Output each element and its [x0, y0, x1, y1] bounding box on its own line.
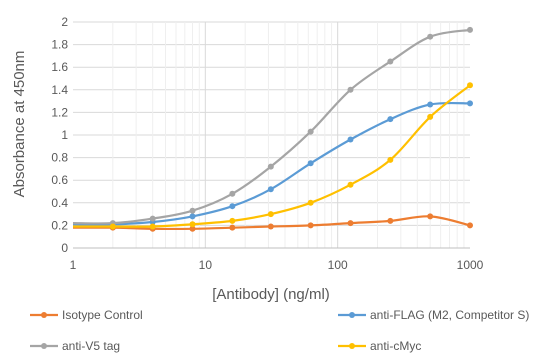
legend-item: Isotype Control — [30, 308, 143, 322]
y-tick-label: 0 — [61, 241, 68, 255]
data-point — [267, 163, 274, 170]
axes: 0 0.2 0.4 0.6 0.8 1 1.2 1.4 1.6 1.8 2 1 10 100 1000 — [51, 15, 483, 272]
y-tick-label: 0.6 — [51, 173, 68, 187]
data-point — [347, 86, 354, 93]
series-line — [73, 84, 471, 228]
data-point — [387, 217, 394, 224]
data-point — [427, 33, 434, 40]
y-tick-label: 1.8 — [51, 38, 68, 52]
data-point — [427, 101, 434, 108]
legend-marker — [41, 343, 47, 349]
data-point — [267, 223, 274, 230]
data-point — [387, 116, 394, 123]
y-axis-title: Absorbance at 450nm — [11, 51, 28, 198]
series-line — [72, 28, 471, 225]
data-point — [307, 222, 314, 229]
y-tick-label: 0.4 — [51, 196, 68, 210]
data-point — [189, 207, 196, 214]
data-point — [149, 215, 156, 222]
data-point — [149, 223, 156, 230]
x-tick-label: 1 — [70, 258, 77, 272]
y-tick-label: 1.6 — [51, 60, 68, 74]
x-tick-label: 100 — [328, 258, 348, 272]
data-point — [427, 113, 434, 120]
legend-marker — [349, 343, 355, 349]
data-point — [189, 213, 196, 220]
data-point — [229, 203, 236, 210]
data-point — [189, 221, 196, 228]
data-point — [467, 82, 473, 89]
data-point — [387, 156, 394, 163]
legend-label: Isotype Control — [62, 308, 143, 322]
y-tick-label: 1.2 — [51, 105, 68, 119]
data-point — [387, 58, 394, 65]
x-tick-label: 10 — [199, 258, 213, 272]
x-tick-label: 1000 — [457, 258, 484, 272]
data-point — [267, 186, 274, 193]
legend-marker — [41, 312, 47, 318]
legend: Isotype Control anti-FLAG (M2, Competitor… — [30, 308, 529, 353]
y-tick-label: 1.4 — [51, 83, 68, 97]
legend-item: anti-FLAG (M2, Competitor S) — [338, 308, 529, 322]
y-tick-label: 2 — [61, 15, 68, 29]
y-tick-label: 0.2 — [51, 218, 68, 232]
data-point — [347, 220, 354, 227]
x-axis-title: [Antibody] (ng/ml) — [212, 286, 330, 303]
data-point — [427, 213, 434, 220]
data-point — [109, 223, 116, 230]
data-point — [189, 225, 196, 232]
legend-item: anti-cMyc — [338, 339, 421, 353]
data-point — [307, 128, 314, 135]
data-point — [229, 217, 236, 224]
y-tick-label: 1 — [61, 128, 68, 142]
data-point — [267, 211, 274, 218]
legend-label: anti-V5 tag — [62, 339, 120, 353]
legend-label: anti-cMyc — [370, 339, 421, 353]
data-point — [347, 136, 354, 143]
data-point — [229, 190, 236, 197]
y-tick-label: 0.8 — [51, 151, 68, 165]
data-point — [467, 100, 473, 107]
grid — [73, 21, 470, 248]
legend-label: anti-FLAG (M2, Competitor S) — [370, 308, 529, 322]
data-point — [307, 199, 314, 206]
legend-marker — [349, 312, 355, 318]
legend-item: anti-V5 tag — [30, 339, 120, 353]
data-point — [347, 181, 354, 188]
series-lines — [72, 26, 473, 232]
data-point — [307, 160, 314, 167]
data-point — [229, 224, 236, 231]
data-point — [467, 26, 473, 33]
data-point — [467, 222, 473, 229]
